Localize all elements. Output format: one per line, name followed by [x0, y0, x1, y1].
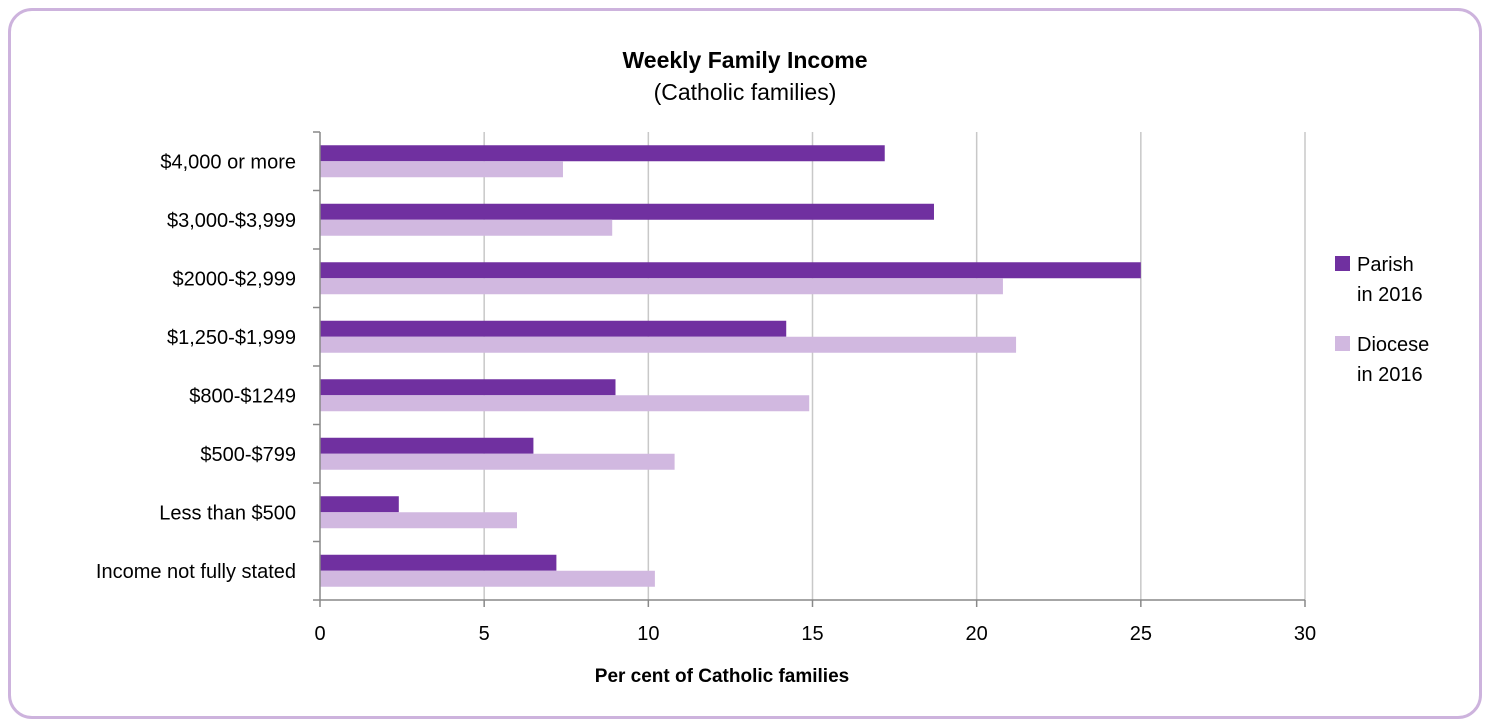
category-label: $500-$799 [200, 444, 296, 466]
bar-diocese [320, 570, 655, 587]
bar-parish [320, 320, 787, 337]
bar-parish [320, 145, 885, 162]
chart-title: Weekly Family Income [622, 47, 867, 73]
x-tick-label: 15 [801, 623, 823, 645]
bar-parish [320, 379, 616, 396]
legend-swatch [1335, 256, 1350, 271]
legend: Parish in 2016 Diocese in 2016 [1335, 254, 1429, 386]
category-label: $800-$1249 [189, 385, 296, 407]
bars [320, 145, 1141, 587]
category-label: $1,250-$1,999 [167, 327, 296, 349]
bar-diocese [320, 161, 563, 178]
bar-diocese [320, 395, 810, 412]
legend-label: Parish [1357, 254, 1414, 276]
gridlines [319, 132, 1306, 607]
legend-label: in 2016 [1357, 284, 1423, 306]
axes [313, 131, 1305, 601]
bar-parish [320, 262, 1141, 279]
category-label: Less than $500 [159, 502, 296, 524]
chart-subtitle: (Catholic families) [654, 79, 837, 105]
bar-parish [320, 496, 399, 513]
bar-diocese [320, 278, 1003, 295]
legend-label: Diocese [1357, 334, 1429, 356]
x-tick-label: 25 [1130, 623, 1152, 645]
bar-diocese [320, 512, 517, 529]
bar-parish [320, 554, 557, 571]
x-tick-label: 30 [1294, 623, 1316, 645]
bar-diocese [320, 219, 613, 236]
category-label: Income not fully stated [96, 561, 296, 583]
bar-diocese [320, 453, 675, 470]
category-label: $3,000-$3,999 [167, 210, 296, 232]
category-label: $4,000 or more [160, 151, 296, 173]
bar-diocese [320, 336, 1017, 353]
legend-label: in 2016 [1357, 364, 1423, 386]
category-labels: $4,000 or more $3,000-$3,999 $2000-$2,999 $… [96, 151, 296, 583]
x-axis-label: Per cent of Catholic families [595, 666, 849, 687]
x-tick-label: 5 [479, 623, 490, 645]
category-label: $2000-$2,999 [173, 268, 296, 290]
x-tick-label: 20 [966, 623, 988, 645]
x-tick-label: 0 [314, 623, 325, 645]
bar-parish [320, 203, 934, 220]
x-tick-label: 10 [637, 623, 659, 645]
legend-swatch [1335, 336, 1350, 351]
tick-labels: 0 5 10 15 20 25 30 [314, 623, 1316, 645]
bar-parish [320, 437, 534, 454]
